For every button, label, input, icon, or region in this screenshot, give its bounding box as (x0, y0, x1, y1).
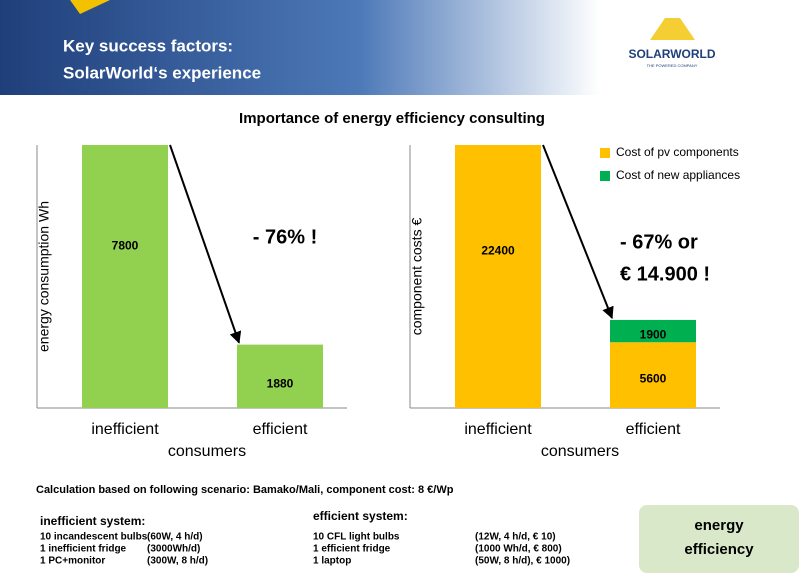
bar-value-label: 7800 (112, 239, 139, 253)
scenario: Calculation based on following scenario:… (36, 484, 454, 496)
system-cell: 10 CFL light bulbs (313, 532, 400, 543)
header-band (0, 0, 600, 95)
system-cell: (50W, 8 h/d), € 1000) (475, 556, 570, 567)
header-accent (70, 0, 110, 14)
system-cell: 10 incandescent bulbs (40, 532, 148, 543)
system-cell: (1000 Wh/d, € 800) (475, 544, 562, 555)
system-cell: (3000Wh/d) (147, 544, 200, 555)
header-title: Key success factors: (63, 36, 233, 55)
bar-value-label: 1880 (267, 376, 294, 390)
x-axis-label: consumers (541, 443, 619, 460)
logo-text: SOLARWORLD (628, 47, 715, 61)
systems: inefficient system: 10 incandescent bulbs… (40, 509, 570, 566)
badge-box (639, 505, 799, 573)
x-tick-label: inefficient (464, 421, 532, 438)
x-axis-label: consumers (168, 443, 246, 460)
legend-label: Cost of new appliances (616, 168, 740, 182)
badge-text: energy efficiency (684, 517, 754, 558)
annotation: € 14.900 ! (620, 263, 710, 285)
system-cell: 1 inefficient fridge (40, 544, 127, 555)
bar-value-label: 22400 (481, 244, 515, 258)
bar-value-label: 1900 (640, 327, 667, 341)
system-cell: (300W, 8 h/d) (147, 556, 208, 567)
x-tick-label: inefficient (91, 421, 159, 438)
logo-tagline: THE POWERED COMPANY (647, 63, 698, 68)
bar-segment (455, 145, 541, 408)
annotation: - 76% ! (253, 226, 317, 248)
charts: energy consumption Wh consumers inefficien… (36, 144, 740, 460)
system-title: inefficient system: (40, 514, 145, 528)
system-cell: 1 PC+monitor (40, 556, 105, 567)
annotation: - 67% or (620, 231, 698, 253)
logo-sun (650, 18, 695, 40)
legend-swatch (600, 148, 610, 158)
legend-swatch (600, 171, 610, 181)
legend-label: Cost of pv components (616, 145, 739, 159)
bar (237, 344, 323, 408)
x-tick-label: efficient (253, 421, 308, 438)
bar-segment (610, 319, 696, 343)
x-tick-label: efficient (626, 421, 681, 438)
logo: SOLARWORLD THE POWERED COMPANY (628, 18, 716, 68)
system-cell: 1 laptop (313, 556, 351, 567)
system-cell: (12W, 4 h/d, € 10) (475, 532, 556, 543)
bar (82, 145, 168, 408)
system-cell: 1 efficient fridge (313, 544, 391, 555)
bar-value-label: 5600 (640, 371, 667, 385)
arrow (169, 144, 242, 344)
arrow (542, 144, 614, 320)
y-axis-label: energy consumption Wh (36, 201, 52, 352)
subtitle: Importance of energy efficiency consulti… (239, 110, 545, 127)
system-cell: (60W, 4 h/d) (147, 532, 203, 543)
y-axis-label: component costs € (409, 218, 425, 336)
bar-segment (610, 342, 696, 408)
header-title: SolarWorld‘s experience (63, 63, 261, 82)
system-title: efficient system: (313, 509, 408, 523)
